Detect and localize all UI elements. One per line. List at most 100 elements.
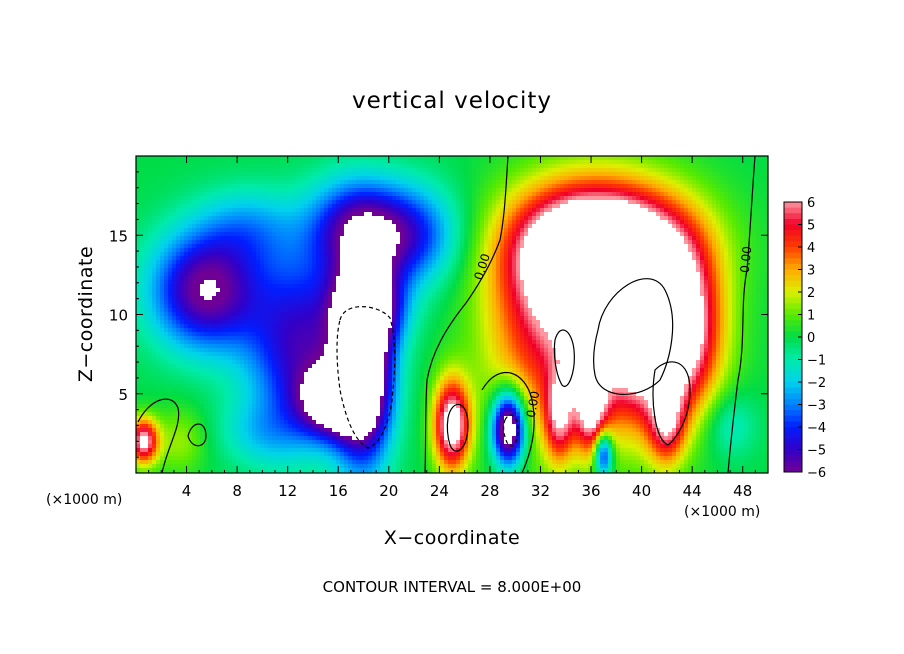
colorbar-tick-label: 2	[807, 286, 815, 301]
x-tick-label: 12	[278, 482, 297, 500]
inner-contour-right-low	[652, 361, 691, 446]
colorbar-band	[784, 280, 802, 287]
x-unit-note-right: (×1000 m)	[684, 504, 761, 520]
x-axis: 4 8 12 16 20 24 28 32 36 40 44 48	[148, 156, 756, 500]
colorbar-tick-label: −6	[807, 466, 826, 481]
colorbar-band	[784, 247, 802, 254]
colorbar-band	[784, 235, 802, 242]
colorbar-tick-label: −2	[807, 376, 826, 391]
colorbar-band	[784, 252, 802, 259]
contour-interval-note: CONTOUR INTERVAL = 8.000E+00	[322, 578, 582, 596]
x-tick-label: 28	[480, 482, 499, 500]
colorbar-band	[784, 359, 802, 366]
inner-contour-pocket-a	[446, 404, 469, 452]
colorbar-band	[784, 404, 802, 411]
zero-contour-bottomleft	[137, 398, 180, 473]
x-tick-label: 48	[733, 482, 752, 500]
colorbar-tick-label: 4	[807, 241, 815, 256]
colorbar-band	[784, 382, 802, 389]
x-tick-label: 44	[683, 482, 702, 500]
colorbar-tick-label: 5	[807, 219, 815, 234]
colorbar-band	[784, 297, 802, 304]
colorbar-band	[784, 269, 802, 276]
colorbar-tick-label: 0	[807, 331, 815, 346]
colorbar-band	[784, 370, 802, 377]
y-axis-label: Z−coordinate	[75, 245, 97, 383]
colorbar-band	[784, 314, 802, 321]
colorbar-band	[784, 387, 802, 394]
colorbar-band	[784, 342, 802, 349]
inner-contour-right	[592, 278, 674, 395]
colorbar-band	[784, 286, 802, 293]
colorbar-band	[784, 331, 802, 338]
colorbar-tick-label: −1	[807, 354, 826, 369]
colorbar-band	[784, 393, 802, 400]
x-tick-label: 40	[632, 482, 651, 500]
colorbar-tick-label: 1	[807, 309, 815, 324]
colorbar-band	[784, 207, 802, 214]
y-tick-label: 10	[109, 307, 128, 325]
colorbar-band	[784, 438, 802, 445]
colorbar-band	[784, 320, 802, 327]
colorbar-band	[784, 348, 802, 355]
colorbar-band	[784, 224, 802, 231]
contour-label: 0.00	[738, 246, 755, 274]
zero-contour-right	[727, 156, 756, 473]
colorbar-band	[784, 303, 802, 310]
colorbar-band	[784, 353, 802, 360]
colorbar-band	[784, 337, 802, 344]
y-tick-label: 15	[109, 227, 128, 245]
colorbar-band	[784, 466, 802, 473]
colorbar-band	[784, 443, 802, 450]
colorbar-band	[784, 460, 802, 467]
x-tick-label: 32	[531, 482, 550, 500]
colorbar-tick-label: −4	[807, 421, 826, 436]
colorbar-band	[784, 258, 802, 265]
chart-title: vertical velocity	[352, 88, 552, 114]
colorbar-tick-label: −5	[807, 444, 826, 459]
colorbar-band	[784, 455, 802, 462]
colorbar-band	[784, 432, 802, 439]
zero-contour-mid	[424, 156, 509, 473]
x-tick-label: 36	[581, 482, 600, 500]
inner-contour-white-a	[553, 329, 575, 388]
contour-lines	[137, 156, 756, 473]
inner-contour-pocket-b	[503, 414, 519, 447]
colorbar-band	[784, 325, 802, 332]
x-tick-label: 24	[430, 482, 449, 500]
colorbar: 6 5 4 3 2 1 0 −1 −2 −3 −4 −5 −6	[783, 196, 826, 481]
colorbar-band	[784, 213, 802, 220]
contour-labels: 0.000.000.00	[471, 246, 754, 419]
y-axis: 5 10 15	[109, 171, 768, 458]
contour-label: 0.00	[524, 390, 542, 419]
colorbar-band	[784, 202, 802, 209]
velocity-heatmap	[136, 156, 768, 473]
colorbar-band	[784, 275, 802, 282]
dashed-contour-left	[336, 306, 396, 449]
colorbar-band	[784, 410, 802, 417]
colorbar-band	[784, 449, 802, 456]
colorbar-band	[784, 398, 802, 405]
colorbar-band	[784, 421, 802, 428]
colorbar-band	[784, 292, 802, 299]
x-axis-label: X−coordinate	[383, 527, 521, 549]
x-tick-label: 8	[232, 482, 242, 500]
colorbar-tick-label: −3	[807, 399, 826, 414]
colorbar-band	[784, 415, 802, 422]
colorbar-band	[784, 427, 802, 434]
x-unit-note-left: (×1000 m)	[46, 492, 123, 508]
colorbar-tick-label: 6	[807, 196, 815, 211]
zero-contour-small-a	[187, 423, 207, 447]
colorbar-band	[784, 308, 802, 315]
colorbar-band	[784, 241, 802, 248]
x-tick-label: 20	[379, 482, 398, 500]
colorbar-band	[784, 218, 802, 225]
colorbar-tick-label: 3	[807, 264, 815, 279]
x-tick-label: 4	[182, 482, 192, 500]
colorbar-band	[784, 230, 802, 237]
x-tick-label: 16	[329, 482, 348, 500]
colorbar-band	[784, 376, 802, 383]
y-tick-label: 5	[118, 386, 128, 404]
colorbar-band	[784, 365, 802, 372]
